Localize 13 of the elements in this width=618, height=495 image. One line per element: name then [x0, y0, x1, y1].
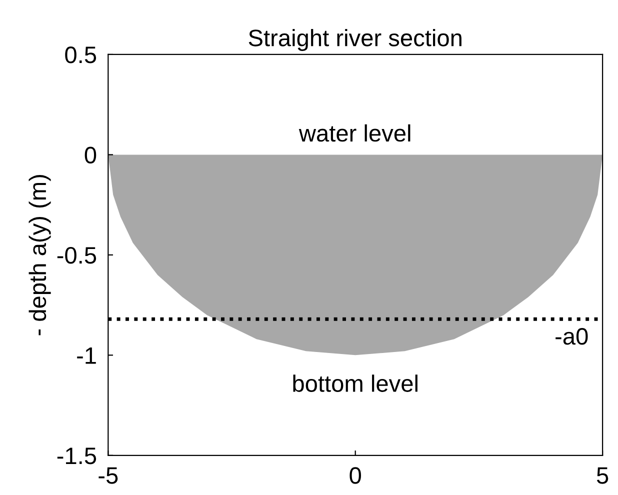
ref-line-label: -a0 — [556, 328, 588, 345]
y-tick-label: -0.5 — [57, 246, 96, 264]
annotation: bottom level — [293, 374, 418, 392]
y-tick-label: -1.5 — [57, 448, 96, 464]
x-tick-label: -5 — [98, 467, 118, 484]
y-tick-label: 0 — [84, 146, 96, 164]
x-tick-label: 5 — [596, 467, 608, 484]
annotation: water level — [298, 124, 410, 142]
y-tick-label: 0.5 — [65, 46, 96, 64]
x-tick-label: 0 — [350, 467, 361, 484]
y-axis-title: - depth a(y) (m) — [28, 175, 51, 336]
y-tick-label: -1 — [77, 347, 96, 364]
chart-title: Straight river section — [248, 29, 462, 52]
